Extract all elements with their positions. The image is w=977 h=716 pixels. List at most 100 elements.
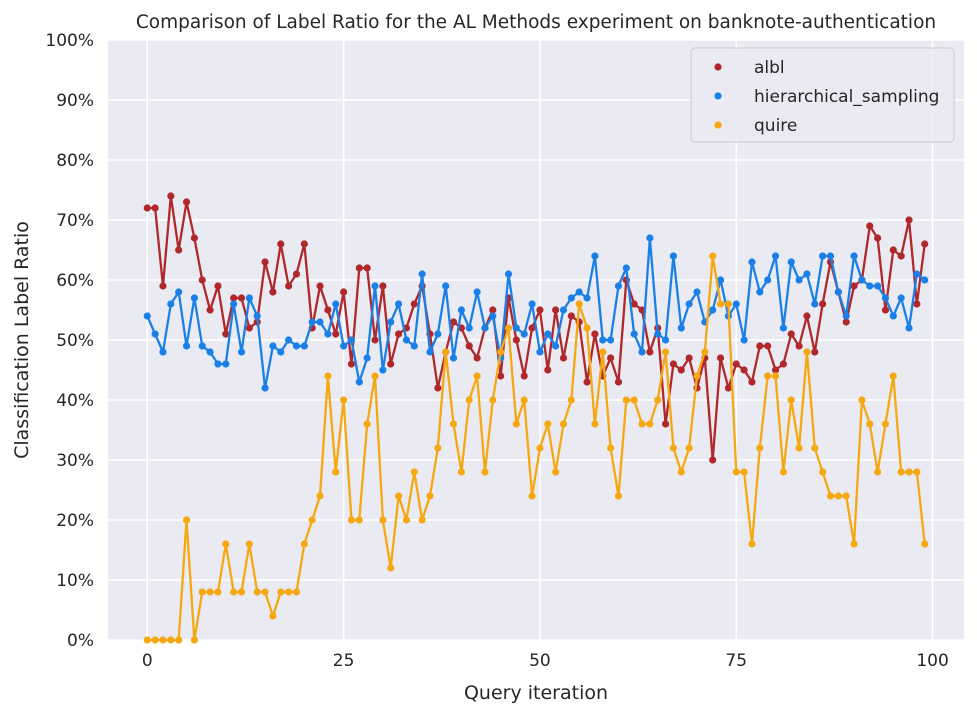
data-point	[559, 354, 568, 362]
data-point	[230, 300, 238, 308]
data-point	[591, 252, 599, 260]
series-line	[147, 194, 926, 462]
data-point	[159, 282, 167, 290]
data-point	[913, 270, 921, 278]
data-point	[198, 588, 206, 596]
data-point	[740, 336, 748, 344]
chart-title: Comparison of Label Ratio for the AL Met…	[136, 12, 936, 33]
data-point	[591, 330, 599, 338]
y-tick-label: 30%	[56, 451, 94, 471]
data-point	[324, 372, 332, 380]
x-tick-label: 25	[333, 651, 355, 671]
data-point	[921, 276, 929, 284]
data-point	[167, 300, 175, 308]
data-point	[512, 336, 520, 344]
data-point	[143, 636, 151, 644]
data-point	[779, 360, 787, 368]
data-point	[457, 468, 465, 476]
data-point	[387, 318, 395, 326]
data-point	[237, 294, 246, 302]
data-point	[764, 372, 772, 380]
data-point	[332, 300, 340, 308]
data-point	[622, 264, 630, 272]
data-point	[182, 198, 191, 206]
data-point	[387, 360, 395, 368]
data-point	[646, 348, 654, 356]
data-point	[795, 276, 803, 284]
data-point	[559, 420, 568, 428]
y-tick-label: 50%	[56, 331, 94, 351]
data-point	[583, 294, 591, 302]
data-point	[630, 330, 638, 338]
data-point	[457, 306, 465, 314]
data-point	[842, 318, 850, 326]
data-point	[567, 396, 575, 404]
data-point	[654, 396, 662, 404]
data-point	[206, 306, 214, 314]
x-tick-label: 50	[529, 651, 551, 671]
data-point	[709, 252, 717, 260]
data-point	[693, 372, 701, 380]
data-point	[261, 588, 269, 596]
data-point	[630, 300, 638, 308]
data-point	[512, 324, 520, 332]
data-point	[866, 282, 874, 290]
data-point	[756, 444, 764, 452]
data-point	[709, 456, 717, 464]
data-point	[787, 258, 795, 266]
data-point	[638, 420, 646, 428]
data-point	[599, 336, 607, 344]
data-point	[465, 342, 473, 350]
series-line	[146, 236, 926, 390]
data-point	[426, 492, 434, 500]
data-point	[811, 444, 819, 452]
data-point	[449, 318, 458, 326]
data-point	[253, 312, 261, 320]
data-point	[222, 540, 230, 548]
data-point	[669, 252, 678, 260]
data-point	[214, 282, 222, 290]
data-point	[905, 468, 913, 476]
data-point	[245, 294, 253, 302]
data-point	[732, 360, 740, 368]
data-point	[355, 516, 363, 524]
data-point	[874, 234, 882, 242]
data-point	[277, 240, 285, 248]
data-point	[426, 348, 434, 356]
data-point	[921, 240, 929, 248]
data-point	[544, 366, 552, 374]
data-point	[866, 222, 874, 230]
data-point	[143, 204, 151, 212]
data-point	[481, 324, 489, 332]
data-point	[222, 360, 230, 368]
data-point	[473, 354, 481, 362]
data-point	[347, 336, 356, 344]
data-point	[245, 540, 253, 548]
data-point	[339, 288, 348, 296]
legend-label: quire	[754, 116, 797, 136]
data-point	[842, 492, 850, 500]
data-point	[701, 348, 709, 356]
data-point	[371, 336, 379, 344]
data-point	[661, 336, 670, 344]
data-point	[732, 468, 740, 476]
data-point	[316, 318, 324, 326]
data-point	[442, 282, 450, 290]
data-point	[190, 636, 198, 644]
y-axis-ticks: 0% 10% 20% 30% 40% 50% 60% 70% 80% 90% 100%	[45, 31, 94, 651]
data-point	[261, 384, 269, 392]
data-point	[607, 354, 615, 362]
legend-label: hierarchical_sampling	[754, 87, 939, 107]
data-point	[442, 348, 450, 356]
data-point	[819, 252, 827, 260]
data-point	[677, 468, 685, 476]
data-point	[819, 300, 827, 308]
data-point	[504, 270, 513, 278]
data-point	[159, 636, 167, 644]
data-point	[214, 588, 222, 596]
data-point	[905, 216, 913, 224]
data-point	[355, 264, 363, 272]
data-point	[811, 348, 819, 356]
data-point	[850, 252, 858, 260]
